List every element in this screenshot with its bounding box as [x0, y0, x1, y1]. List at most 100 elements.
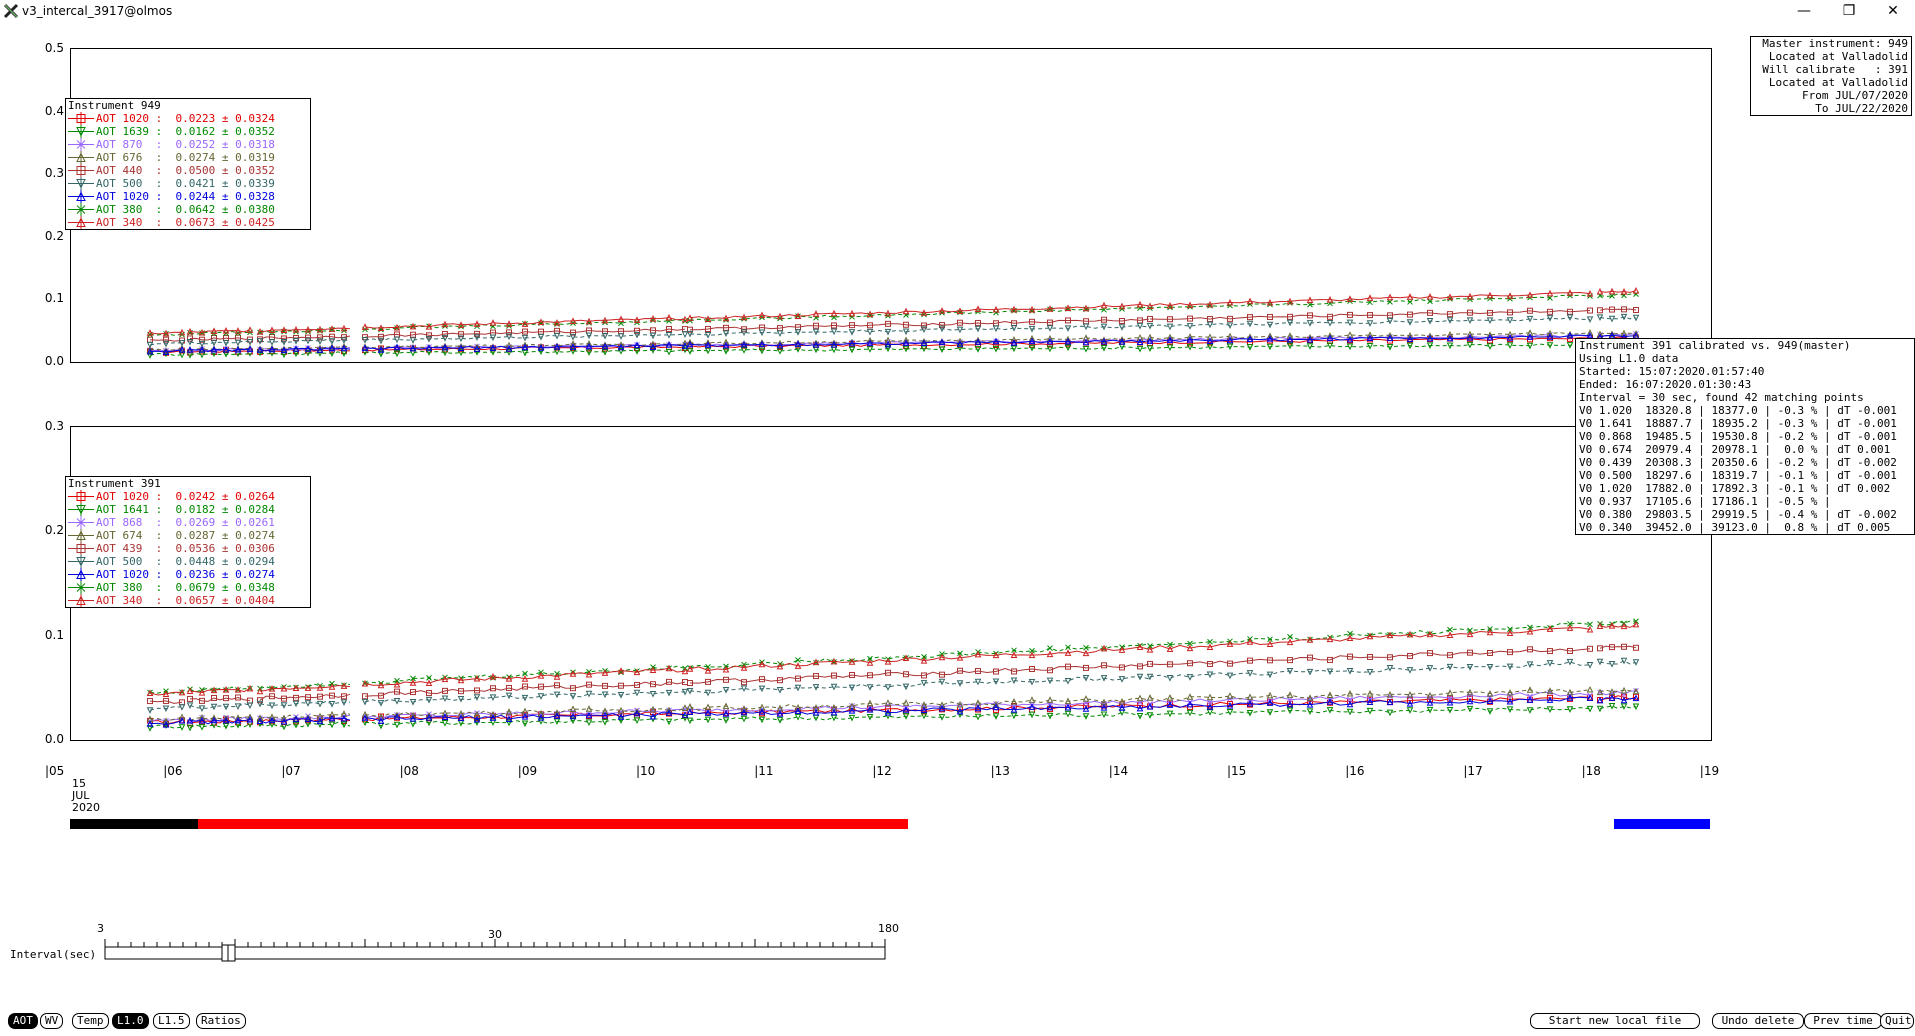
data-point	[537, 671, 545, 679]
data-point	[316, 700, 324, 708]
data-point	[813, 322, 819, 329]
data-point	[633, 341, 641, 349]
data-point	[992, 337, 1000, 345]
data-point	[665, 332, 673, 339]
data-point	[1406, 342, 1414, 350]
data-point	[957, 650, 963, 657]
data-point	[681, 331, 689, 339]
data-point	[1526, 291, 1534, 298]
data-point	[1064, 703, 1072, 711]
data-point	[1226, 322, 1234, 329]
data-point	[1306, 296, 1314, 303]
data-point	[1100, 644, 1108, 652]
data-point	[1166, 694, 1174, 701]
series-line	[364, 317, 686, 329]
data-point	[848, 329, 856, 336]
data-point	[1010, 651, 1018, 659]
mode-button-temp[interactable]: Temp	[72, 1013, 109, 1029]
data-point	[1367, 312, 1373, 319]
data-point	[681, 667, 689, 675]
series-line	[1149, 689, 1591, 702]
data-point	[222, 685, 230, 693]
data-point	[1064, 697, 1072, 705]
data-point	[163, 697, 169, 704]
restore-button[interactable]: ❐	[1842, 3, 1856, 19]
undo-delete-button[interactable]: Undo delete	[1712, 1013, 1804, 1029]
mode-button-wv[interactable]: WV	[40, 1013, 64, 1029]
data-point	[830, 339, 838, 347]
data-point	[812, 708, 820, 716]
data-point	[425, 322, 433, 330]
quit-button[interactable]: Quit	[1880, 1013, 1914, 1029]
data-point	[665, 341, 673, 348]
data-point	[304, 715, 312, 723]
data-point	[235, 694, 241, 701]
data-point	[442, 687, 448, 694]
start-new-local-file-button[interactable]: Start new local file	[1530, 1013, 1700, 1029]
data-point	[848, 658, 856, 665]
series-line	[149, 700, 183, 704]
data-point	[490, 685, 496, 692]
data-point	[1596, 688, 1604, 696]
data-point	[681, 715, 689, 722]
data-point	[723, 676, 729, 683]
legend-up-marker-icon	[68, 190, 94, 203]
data-point	[740, 708, 748, 716]
data-point	[146, 720, 154, 727]
series-line	[1599, 333, 1637, 337]
data-point	[458, 331, 464, 338]
data-point	[537, 714, 545, 721]
mode-button-l1-5[interactable]: L1.5	[153, 1013, 190, 1029]
legend-entry: AOT 439 : 0.0536 ± 0.0306	[68, 542, 308, 555]
data-point	[957, 667, 963, 674]
data-point	[553, 691, 561, 699]
data-point	[741, 679, 747, 686]
data-point	[1366, 294, 1374, 301]
close-button[interactable]: ✕	[1887, 3, 1899, 19]
data-point	[426, 332, 432, 339]
prev-time-button[interactable]: Prev time	[1804, 1013, 1882, 1029]
data-point	[1046, 337, 1054, 345]
data-point	[759, 676, 765, 683]
bottom-legend-title: Instrument 391	[68, 477, 161, 490]
data-point	[1136, 322, 1144, 330]
data-point	[1101, 662, 1107, 669]
mode-button-l1-0[interactable]: L1.0	[112, 1013, 149, 1029]
data-point	[650, 681, 656, 688]
data-point	[1426, 665, 1434, 672]
data-point	[317, 334, 323, 341]
series-line	[1599, 316, 1637, 320]
series-line	[1149, 648, 1591, 666]
data-point	[666, 325, 672, 332]
mode-button-aot[interactable]: AOT	[8, 1013, 38, 1029]
series-line	[364, 712, 686, 722]
data-point	[1426, 318, 1434, 325]
data-point	[1047, 341, 1053, 348]
minimize-button[interactable]: —	[1797, 3, 1811, 19]
data-point	[441, 720, 449, 727]
data-point	[956, 307, 964, 315]
top-legend-title: Instrument 949	[68, 99, 161, 112]
data-point	[1187, 660, 1193, 667]
mode-button-ratios[interactable]: Ratios	[196, 1013, 246, 1029]
data-point	[884, 684, 892, 691]
top-plot-area[interactable]	[70, 48, 1712, 363]
data-point	[521, 343, 529, 351]
data-point	[1146, 322, 1154, 330]
data-point	[1286, 335, 1294, 343]
data-point	[473, 715, 481, 723]
data-point	[378, 333, 384, 340]
calibration-time-bar[interactable]	[198, 819, 908, 829]
x-tick-label: |11	[754, 764, 774, 778]
data-point	[740, 705, 748, 712]
data-point	[1167, 316, 1173, 323]
data-point	[938, 714, 946, 721]
data-point	[1526, 696, 1534, 703]
selection-time-bar[interactable]	[1614, 819, 1710, 829]
interval-slider[interactable]	[104, 938, 888, 964]
data-point	[1567, 620, 1573, 627]
data-point	[1246, 693, 1254, 701]
data-point	[361, 679, 369, 687]
data-point	[939, 671, 945, 678]
data-point	[1346, 335, 1354, 343]
